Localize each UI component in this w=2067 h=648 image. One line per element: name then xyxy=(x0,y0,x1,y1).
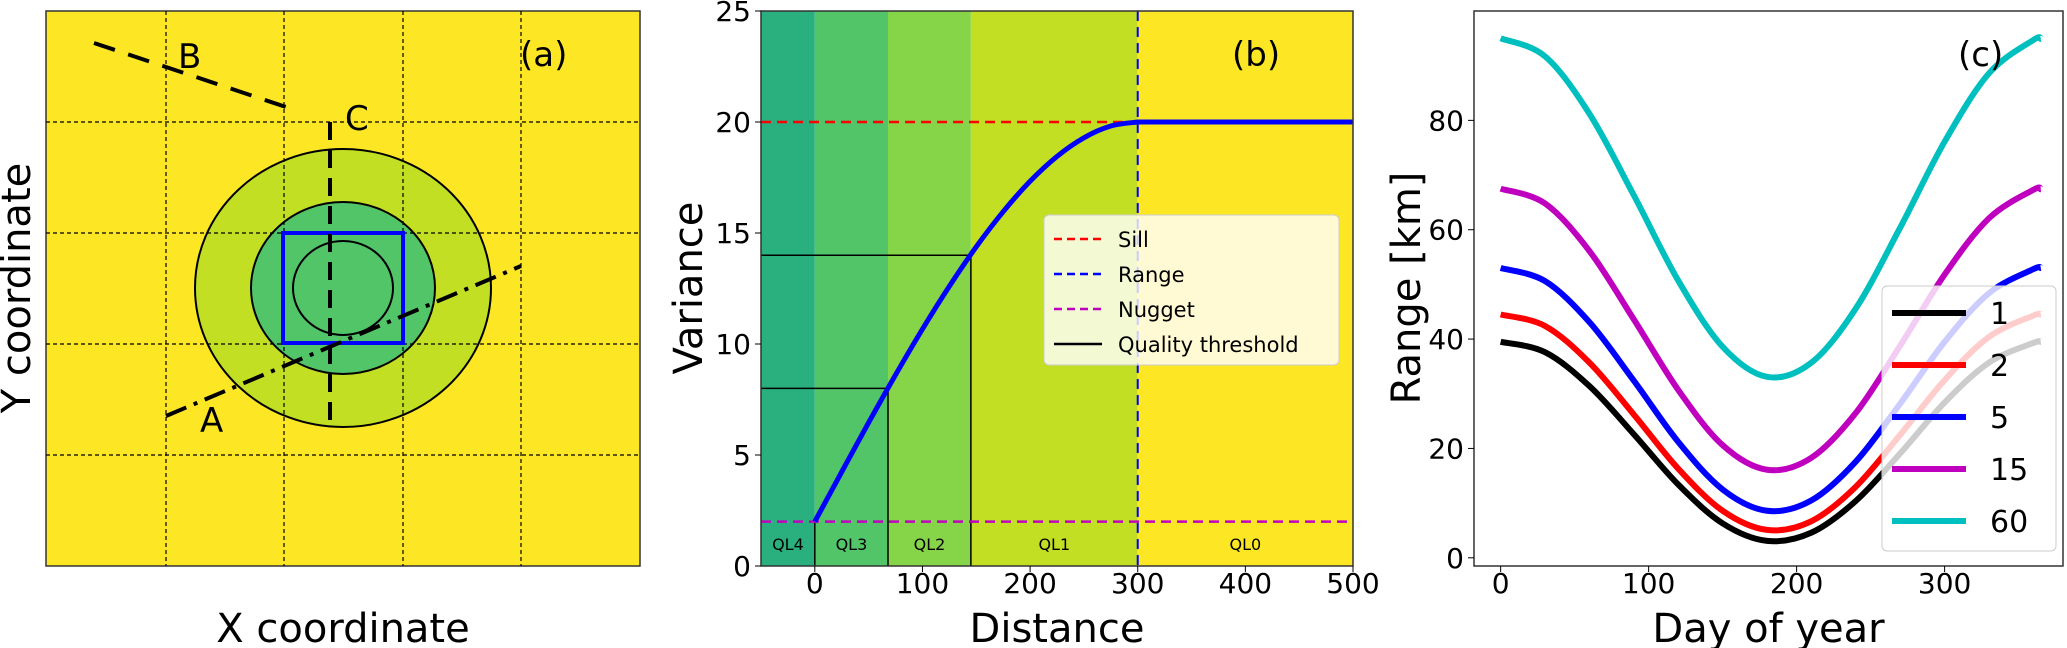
x-tick-label: 400 xyxy=(1219,567,1272,600)
y-tick-label: 60 xyxy=(1428,214,1464,247)
panel-c-legend: 1 2 5 15 60 xyxy=(1881,285,2057,552)
y-tick-label: 5 xyxy=(733,439,751,472)
y-tick-label: 20 xyxy=(1428,432,1464,465)
panel-b-tag: (b) xyxy=(1232,35,1280,75)
label-b: B xyxy=(178,37,201,77)
quality-label-ql3: QL3 xyxy=(836,535,868,554)
panel-a-xlabel: X coordinate xyxy=(216,606,469,648)
variogram-curve xyxy=(812,119,1353,523)
label-c: C xyxy=(345,99,369,139)
y-tick-label: 80 xyxy=(1428,104,1464,137)
panel-b-frame xyxy=(760,10,1354,567)
panel-a-tag: (a) xyxy=(520,35,567,75)
y-tick-label: 20 xyxy=(715,106,751,139)
legend-label: Range xyxy=(1118,263,1185,287)
panel-c-tag: (c) xyxy=(1958,35,2003,75)
x-tick-label: 100 xyxy=(896,567,949,600)
middle-ring xyxy=(250,201,436,375)
x-tick-label: 200 xyxy=(1770,567,1823,600)
blue-square xyxy=(281,231,405,345)
panel-c: 0 100 200 300 0 20 40 60 80 Day of year Range [km]… xyxy=(1384,10,2064,648)
series-line-15 xyxy=(1499,184,2044,474)
legend-label: Nugget xyxy=(1118,298,1195,322)
quality-label-ql4: QL4 xyxy=(772,535,804,554)
y-tick-label: 25 xyxy=(715,0,751,28)
legend-label: 15 xyxy=(1990,453,2028,488)
x-tick-label: 0 xyxy=(1492,567,1510,600)
legend-label: Quality threshold xyxy=(1118,333,1299,357)
y-tick-label: 0 xyxy=(1446,542,1464,575)
quality-band-ql3 xyxy=(814,11,889,566)
legend-label: Sill xyxy=(1118,228,1149,252)
y-tick-label: 40 xyxy=(1428,323,1464,356)
legend-box xyxy=(1881,285,2057,552)
panel-b: QL4 QL3 QL2 QL1 QL0 0 100 200 300 400 500 0 5 10 15 20 2… xyxy=(666,0,1380,648)
x-tick-label: 100 xyxy=(1622,567,1675,600)
series-line-60 xyxy=(1499,34,2044,381)
inner-ring xyxy=(292,240,394,336)
panel-c-xlabel: Day of year xyxy=(1652,606,1885,648)
legend-label: 60 xyxy=(1990,505,2028,540)
y-tick-label: 15 xyxy=(715,217,751,250)
x-tick-label: 300 xyxy=(1918,567,1971,600)
panel-b-ylabel: Variance xyxy=(666,202,712,375)
panel-a-ylabel: Y coordinate xyxy=(0,163,40,415)
legend-label: 5 xyxy=(1990,401,2009,436)
x-tick-label: 300 xyxy=(1111,567,1164,600)
quality-band-ql2 xyxy=(888,11,971,566)
legend-label: 1 xyxy=(1990,297,2009,332)
y-tick-label: 10 xyxy=(715,328,751,361)
y-tick-label: 0 xyxy=(733,550,751,583)
legend-box xyxy=(1043,214,1340,366)
label-a: A xyxy=(200,401,223,441)
panel-c-ylabel: Range [km] xyxy=(1384,172,1430,405)
panel-b-xlabel: Distance xyxy=(970,606,1145,648)
panel-b-legend: Sill Range Nugget Quality threshold xyxy=(1043,214,1340,366)
quality-label-ql2: QL2 xyxy=(914,535,946,554)
x-tick-label: 0 xyxy=(806,567,824,600)
quality-label-ql0: QL0 xyxy=(1230,535,1262,554)
panel-a: B C A (a) X coordinate Y coordinate xyxy=(0,10,641,648)
x-tick-label: 500 xyxy=(1326,567,1379,600)
quality-band-ql4 xyxy=(761,11,815,566)
legend-label: 2 xyxy=(1990,349,2009,384)
x-tick-label: 200 xyxy=(1003,567,1056,600)
quality-label-ql1: QL1 xyxy=(1038,535,1070,554)
